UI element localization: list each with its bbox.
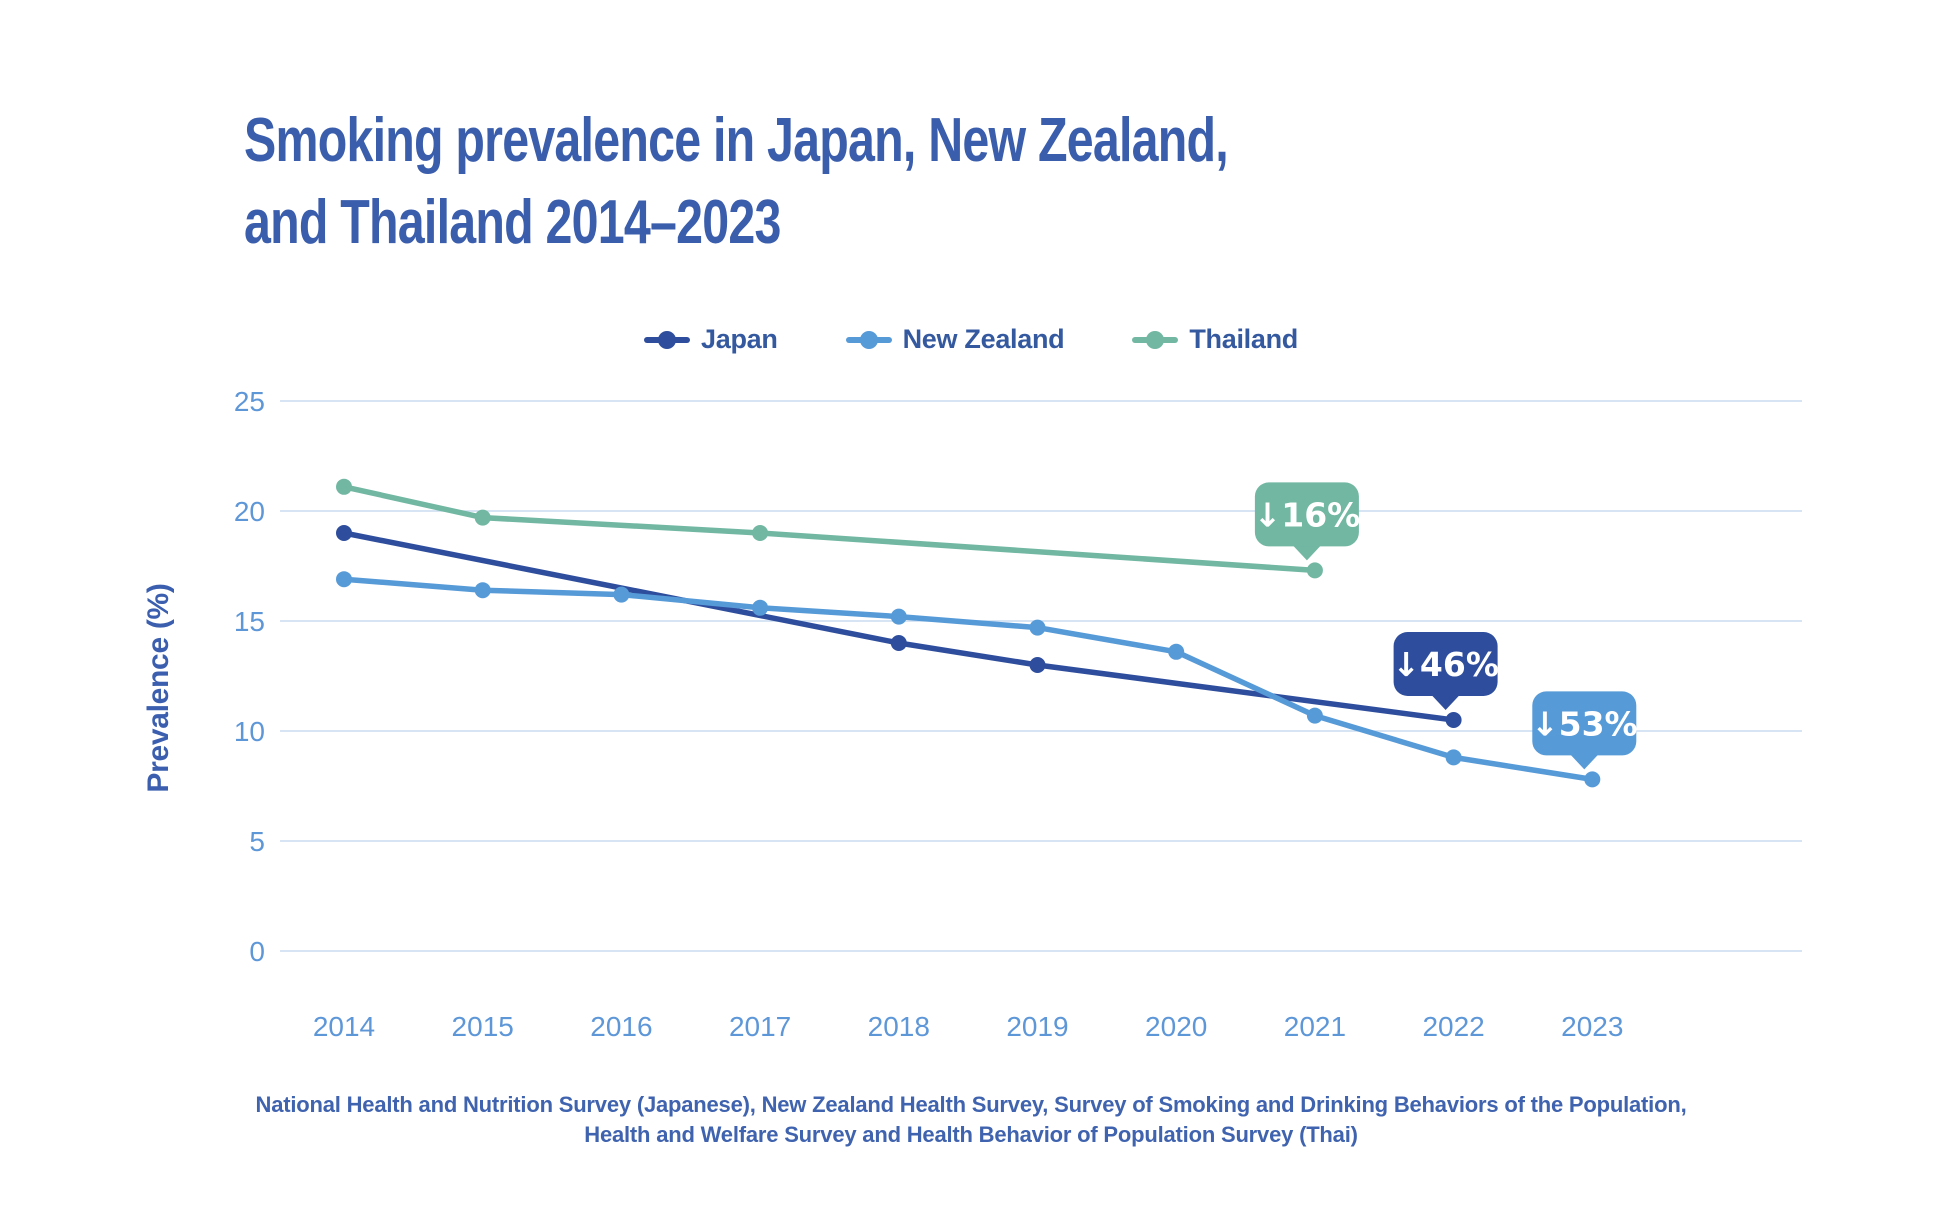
japan-annotation-badge: ↓46% <box>1392 632 1499 710</box>
japan-annotation-label: ↓46% <box>1392 645 1499 684</box>
new-zealand-data-point <box>1445 749 1462 766</box>
new-zealand-data-point <box>613 586 630 603</box>
new-zealand-annotation-label: ↓53% <box>1531 704 1638 743</box>
x-tick-labels: 2014 2015 2016 2017 2018 2019 2020 2021 2022 2023 <box>313 1011 1624 1042</box>
thailand-line <box>341 484 1318 574</box>
thailand-data-point <box>1306 562 1323 579</box>
new-zealand-points <box>336 571 1601 788</box>
x-tick-label: 2019 <box>1006 1011 1068 1042</box>
x-tick-label: 2015 <box>452 1011 514 1042</box>
thailand-data-point <box>474 509 491 526</box>
legend-label-new-zealand: New Zealand <box>902 324 1065 354</box>
x-tick-label: 2018 <box>868 1011 930 1042</box>
legend-label-japan: Japan <box>701 324 778 354</box>
x-tick-label: 2022 <box>1422 1011 1484 1042</box>
japan-data-point <box>336 525 352 541</box>
y-tick-label: 25 <box>234 386 265 417</box>
new-zealand-data-point <box>1584 771 1601 788</box>
x-tick-label: 2021 <box>1284 1011 1346 1042</box>
chart-title: Smoking prevalence in Japan, New Zealand… <box>244 100 1229 264</box>
x-tick-label: 2016 <box>590 1011 652 1042</box>
japan-data-point <box>1029 657 1046 673</box>
y-tick-labels: 0 5 10 15 20 25 <box>234 386 265 967</box>
legend-item-new-zealand[interactable]: New Zealand <box>845 324 1065 355</box>
new-zealand-series-marker-icon <box>845 330 892 349</box>
y-tick-label: 15 <box>234 606 265 637</box>
x-tick-label: 2014 <box>313 1011 375 1042</box>
chart-title-line1: Smoking prevalence in Japan, New Zealand… <box>244 106 1229 175</box>
x-tick-label: 2020 <box>1145 1011 1207 1042</box>
new-zealand-data-point <box>474 582 491 599</box>
new-zealand-data-point <box>752 599 769 616</box>
new-zealand-data-point <box>1306 707 1323 724</box>
source-note-line2: Health and Welfare Survey and Health Beh… <box>584 1122 1358 1147</box>
japan-points <box>336 525 1462 728</box>
new-zealand-data-point <box>890 608 907 625</box>
thailand-series-marker-icon <box>1132 330 1179 349</box>
chart-title-line2: and Thailand 2014–2023 <box>244 188 781 257</box>
new-zealand-data-point <box>1168 643 1185 660</box>
y-tick-label: 20 <box>234 496 265 527</box>
y-tick-label: 0 <box>249 936 265 967</box>
japan-line <box>341 530 1457 723</box>
thailand-points <box>336 478 1323 579</box>
japan-data-point <box>890 635 907 651</box>
x-tick-label: 2017 <box>729 1011 791 1042</box>
new-zealand-annotation-badge: ↓53% <box>1531 691 1638 770</box>
source-note: National Health and Nutrition Survey (Ja… <box>0 1090 1942 1150</box>
source-note-line1: National Health and Nutrition Survey (Ja… <box>255 1092 1687 1117</box>
thailand-data-point <box>752 525 769 541</box>
legend-label-thailand: Thailand <box>1189 324 1298 354</box>
legend-item-japan[interactable]: Japan <box>644 324 778 355</box>
y-tick-label: 10 <box>234 716 265 747</box>
y-tick-label: 5 <box>249 826 265 857</box>
legend: Japan New Zealand Thailand <box>0 324 1942 355</box>
thailand-annotation-badge: ↓16% <box>1254 482 1361 561</box>
japan-data-point <box>1445 712 1462 728</box>
new-zealand-data-point <box>336 571 352 588</box>
japan-series-marker-icon <box>644 330 691 349</box>
x-tick-label: 2023 <box>1561 1011 1623 1042</box>
new-zealand-line <box>341 576 1596 783</box>
legend-item-thailand[interactable]: Thailand <box>1132 324 1298 355</box>
thailand-data-point <box>336 478 352 495</box>
thailand-annotation-label: ↓16% <box>1254 495 1361 534</box>
gridlines <box>280 400 1802 952</box>
new-zealand-data-point <box>1029 619 1046 636</box>
